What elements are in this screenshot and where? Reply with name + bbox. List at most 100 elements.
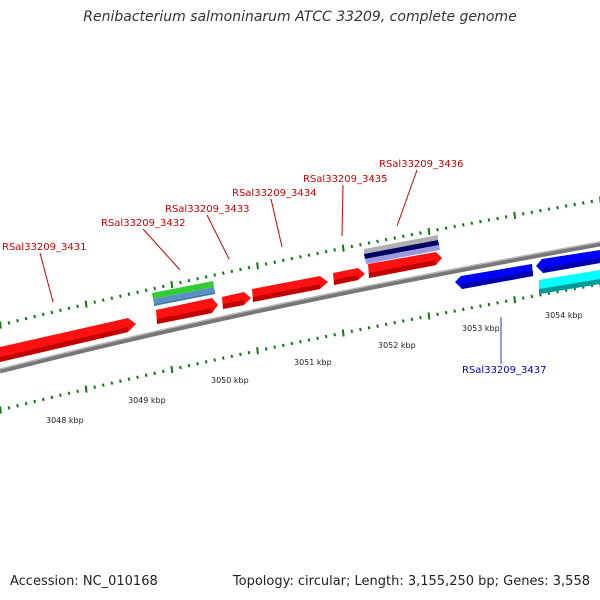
minor-tick xyxy=(436,227,439,232)
minor-tick xyxy=(316,336,319,340)
minor-tick xyxy=(547,207,551,211)
label-leaders xyxy=(39,169,502,364)
scale-labels: 3048 kbp 3049 kbp 3050 kbp 3051 kbp 3052… xyxy=(46,311,583,425)
minor-tick xyxy=(539,208,542,213)
minor-tick xyxy=(461,223,465,227)
minor-tick xyxy=(350,329,354,333)
minor-tick xyxy=(384,322,388,327)
minor-tick xyxy=(239,267,242,272)
major-tick xyxy=(170,365,174,374)
minor-tick xyxy=(16,403,19,408)
minor-tick xyxy=(264,347,268,351)
kbp-label: 3052 kbp xyxy=(378,341,416,350)
major-tick xyxy=(170,280,174,289)
minor-tick xyxy=(573,202,577,207)
major-tick xyxy=(0,321,2,329)
minor-tick xyxy=(453,224,457,229)
minor-tick xyxy=(333,248,337,252)
minor-tick xyxy=(290,256,294,261)
cds-rsal33209-3432[interactable] xyxy=(156,298,218,324)
minor-tick xyxy=(401,319,405,323)
minor-tick xyxy=(24,401,28,406)
cds-rsal33209-3431[interactable] xyxy=(0,318,136,362)
minor-tick xyxy=(7,406,11,410)
minor-tick xyxy=(273,260,277,264)
cds-rsal33209-3433[interactable] xyxy=(222,292,251,309)
minor-tick xyxy=(230,269,234,274)
minor-tick xyxy=(436,312,439,317)
feature-bars-3432 xyxy=(152,281,215,306)
major-tick xyxy=(256,262,259,270)
minor-tick xyxy=(504,215,508,219)
minor-tick xyxy=(384,237,388,242)
gene-label[interactable]: RSal33209_3437 xyxy=(462,365,546,376)
minor-tick xyxy=(204,360,208,364)
minor-tick xyxy=(33,314,37,319)
forward-strand-genes xyxy=(0,252,442,362)
kbp-label: 3054 kbp xyxy=(545,311,583,320)
minor-tick xyxy=(324,334,328,339)
gene-label[interactable]: RSal33209_3435 xyxy=(303,174,387,185)
minor-tick xyxy=(41,312,45,317)
minor-tick xyxy=(93,300,97,304)
minor-tick xyxy=(161,369,165,374)
minor-tick xyxy=(539,293,542,297)
minor-tick xyxy=(136,290,139,294)
minor-tick xyxy=(290,341,294,346)
minor-tick xyxy=(230,354,234,359)
minor-tick xyxy=(24,316,28,321)
minor-tick xyxy=(179,365,182,370)
minor-tick xyxy=(444,226,448,230)
minor-tick xyxy=(307,253,311,257)
minor-tick xyxy=(299,339,302,344)
gene-label[interactable]: RSal33209_3431 xyxy=(2,242,86,253)
minor-tick xyxy=(221,356,225,360)
minor-tick xyxy=(187,363,191,368)
cds-rsal33209-3436[interactable] xyxy=(368,252,442,278)
minor-tick xyxy=(590,199,594,204)
genome-summary-text: Topology: circular; Length: 3,155,250 bp… xyxy=(232,574,590,589)
minor-tick xyxy=(101,383,105,387)
minor-tick xyxy=(530,294,534,299)
minor-tick xyxy=(564,204,568,208)
gene-label[interactable]: RSal33209_3436 xyxy=(379,159,463,170)
feature-bars-3436 xyxy=(364,235,440,264)
rrna-feature[interactable] xyxy=(539,270,600,294)
cds-rsal33209-3438[interactable] xyxy=(536,250,600,273)
kbp-label: 3051 kbp xyxy=(294,358,332,367)
genome-backbone xyxy=(0,241,600,374)
cds-rsal33209-3435[interactable] xyxy=(333,268,365,285)
kbp-label: 3053 kbp xyxy=(462,324,500,333)
kbp-label: 3049 kbp xyxy=(128,396,166,405)
cds-rsal33209-3437[interactable] xyxy=(455,264,533,289)
minor-tick xyxy=(401,234,405,239)
minor-tick xyxy=(247,265,251,270)
minor-tick xyxy=(136,375,139,379)
minor-tick xyxy=(521,296,525,300)
major-tick xyxy=(84,385,88,393)
minor-tick xyxy=(419,315,422,320)
minor-tick xyxy=(393,236,397,240)
major-tick xyxy=(341,329,345,337)
gene-label[interactable]: RSal33209_3432 xyxy=(101,218,185,229)
minor-tick xyxy=(67,306,71,310)
minor-tick xyxy=(393,320,397,325)
minor-tick xyxy=(264,262,268,266)
minor-tick xyxy=(33,399,37,404)
minor-tick xyxy=(359,242,362,247)
minor-tick xyxy=(67,391,71,395)
gene-label[interactable]: RSal33209_3433 xyxy=(165,204,249,215)
minor-tick xyxy=(247,350,251,355)
minor-tick xyxy=(127,377,131,381)
minor-tick xyxy=(316,251,319,256)
minor-tick xyxy=(110,296,114,300)
cds-rsal33209-3434[interactable] xyxy=(252,276,328,302)
minor-tick xyxy=(496,301,499,305)
gene-label[interactable]: RSal33209_3434 xyxy=(232,188,316,199)
minor-tick xyxy=(153,286,157,291)
minor-tick xyxy=(350,244,354,249)
major-tick xyxy=(427,227,431,235)
minor-tick xyxy=(556,205,559,210)
minor-tick xyxy=(479,304,482,308)
